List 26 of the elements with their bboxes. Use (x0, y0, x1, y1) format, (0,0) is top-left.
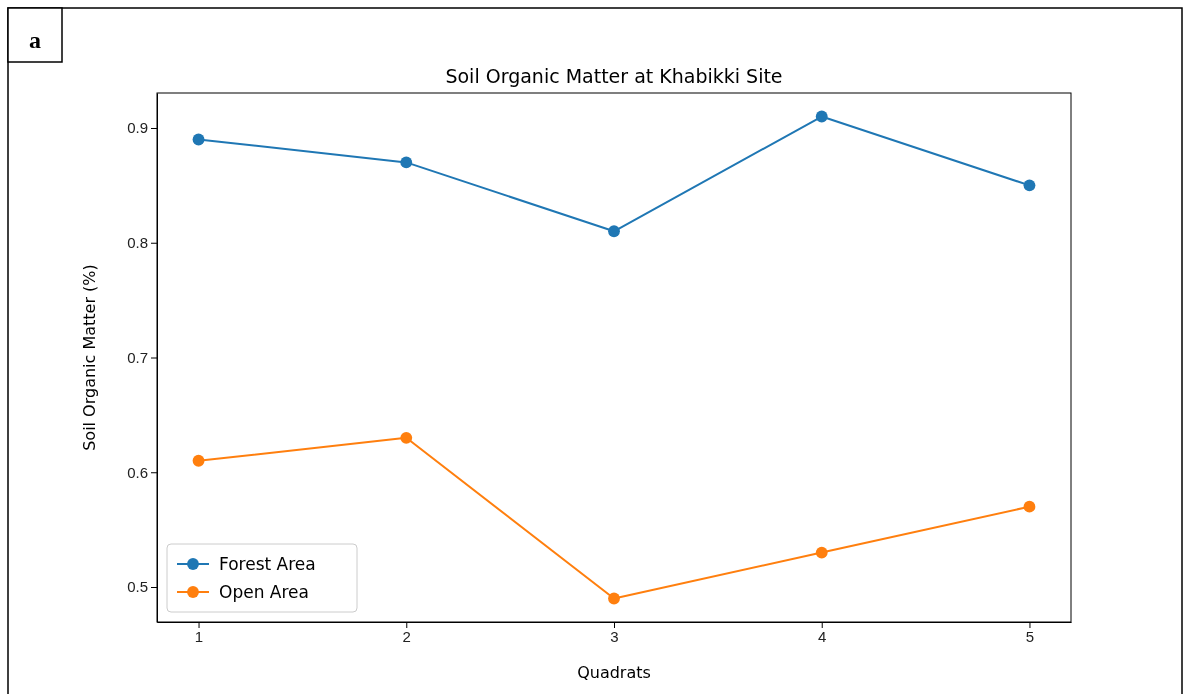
legend-label: Forest Area (219, 554, 316, 574)
y-tick-label: 0.6 (127, 463, 148, 481)
point (400, 156, 413, 169)
point (608, 225, 620, 238)
text: a (29, 27, 41, 53)
y-tick-label: 0.9 (127, 119, 148, 137)
x-axis-title: Quadrats (577, 663, 651, 682)
y-tick-label: 0.5 (127, 578, 148, 596)
point (1023, 500, 1036, 513)
x-tick-label: 1 (194, 627, 204, 645)
y-axis-title: Soil Organic Matter (%) (80, 264, 99, 451)
point (192, 133, 205, 146)
y-tick-label: 0.8 (127, 234, 148, 252)
chart-title: Soil Organic Matter at Khabikki Site (445, 65, 783, 87)
point (400, 431, 413, 444)
point (192, 454, 205, 467)
point (815, 546, 828, 559)
point (608, 592, 620, 605)
x-tick-label: 2 (402, 627, 411, 645)
point (1023, 179, 1036, 192)
x-tick-label: 5 (1025, 627, 1035, 645)
point (815, 110, 828, 123)
y-tick-label: 0.7 (127, 348, 148, 366)
legend-label: Open Area (219, 582, 309, 602)
x-tick-label: 4 (818, 627, 827, 645)
x-tick-label: 3 (610, 627, 619, 645)
